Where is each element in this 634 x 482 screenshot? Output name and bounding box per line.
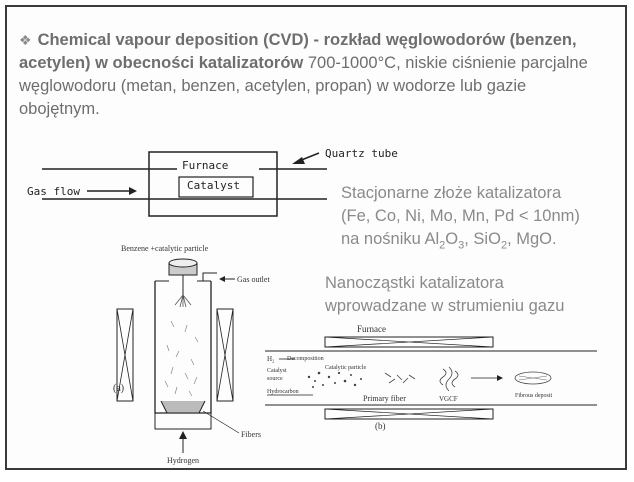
vertical-reactor-diagram: Benzene +catalytic particle Gas outlet (… [113,244,270,465]
fibrous-deposit-label: Fibrous deposit [515,393,553,399]
fibrous-deposit [514,371,552,385]
hydrogen-arrowhead [179,431,187,439]
vgcf-label: VGCF [439,395,458,403]
gas-outlet-pipe [202,272,217,281]
fixed-bed-diagram: Furnace Catalyst Gas flow [27,151,327,217]
fixed-bed-description: Stacjonarne złoże katalizatora (Fe, Co, … [341,182,621,257]
gas-flow-label: Gas flow [27,185,80,198]
source-label: source [267,376,283,382]
particle-cloud [307,371,362,388]
floating-line1: Nanocząstki katalizatora [325,274,504,292]
gas-outlet-arrowhead [219,276,225,282]
intro-paragraph: ❖ Chemical vapour deposition (CVD) - rozk… [19,29,609,121]
spray [174,294,192,308]
furnace-label: Furnace [182,159,228,172]
hydrogen-label: Hydrogen [167,456,199,465]
heater-right-hatch [216,308,234,402]
primary-fiber-strands [384,372,416,384]
catalyst-label: Catalyst [187,179,240,192]
fibers-pointer [202,410,240,434]
intro-normal-text: 700-1000°C, niskie ciśnienie parcjalne w… [19,54,588,118]
heater-left [116,308,134,402]
furnace-label-bg [177,159,259,171]
furnace-b-label: Furnace [357,324,386,334]
catalyst-bed [178,176,254,198]
gas-flow-arrowhead [129,187,137,195]
panel-b-label: (b) [375,421,386,431]
intro-bold-text: Chemical vapour deposition (CVD) - rozkł… [19,31,577,72]
panel-a-label: (a) [113,383,124,394]
decomposition-label: Decomposition [287,356,324,362]
fiber-particles [164,320,199,397]
primary-fiber-label: Primary fiber [363,394,406,403]
heater-top [324,336,494,348]
heater-right [216,308,234,402]
hydrocarbon-label: Hydrocarbon [267,389,299,395]
fibrous-deposit-texture [518,375,548,381]
catalytic-particle-label: Catalytic particle [325,365,366,371]
quartz-arrowhead [292,157,305,164]
h2-label: H₂ [267,355,275,363]
heater-bottom [324,408,494,420]
horizontal-furnace-diagram: Furnace H₂ Decomposition Catalyst source… [265,324,597,431]
heater-bottom-hatch [324,408,494,420]
fixed-bed-line2: (Fe, Co, Ni, Mo, Mn, Pd < 10nm) [341,207,580,225]
fixed-bed-line3: na nośniku Al2O3, SiO2, MgO. [341,230,557,252]
furnace-box [148,151,278,217]
fixed-bed-line1: Stacjonarne złoże katalizatora [341,184,562,202]
diamond-bullet-icon: ❖ [19,32,32,48]
fibers-label: Fibers [241,430,261,439]
flow-arrowhead-b [497,375,503,381]
collection-tray [160,400,206,414]
floating-line2: wprowadzane w strumieniu gazu [325,297,565,315]
quartz-tube-label: Quartz tube [325,147,398,160]
catalyst-b-label: Catalyst [267,368,287,374]
reactor-base [154,413,212,430]
heater-left-hatch [116,308,134,402]
slide: ❖ Chemical vapour deposition (CVD) - rozk… [5,5,627,470]
benzene-catalytic-label: Benzene +catalytic particle [121,244,209,253]
vgcf-cluster [439,366,459,392]
gas-outlet-label: Gas outlet [237,275,270,284]
injector-cap [168,258,198,268]
floating-catalyst-description: Nanocząstki katalizatora wprowadzane w s… [325,272,615,318]
heater-top-hatch [324,336,494,348]
